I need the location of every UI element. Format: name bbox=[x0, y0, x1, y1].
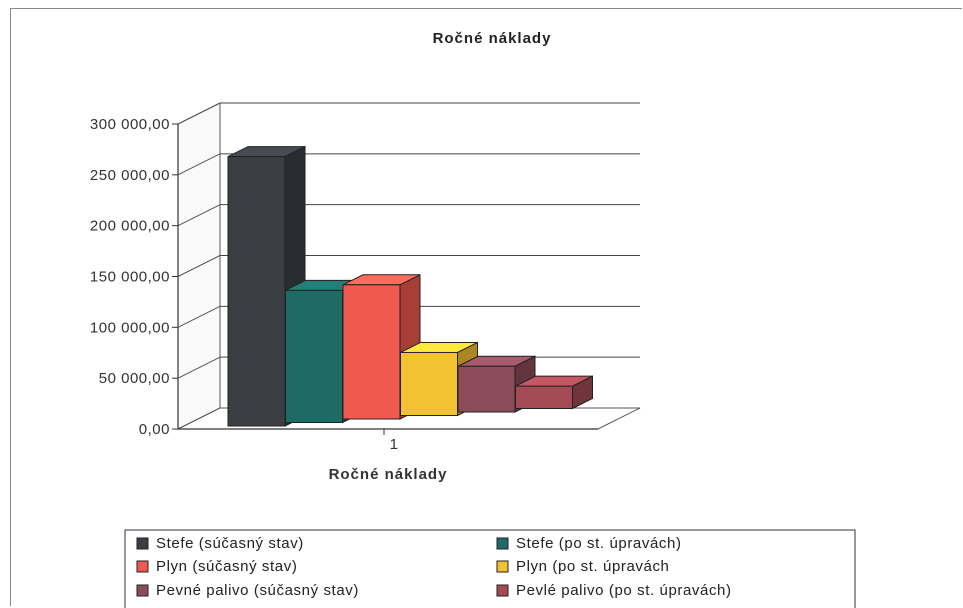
gridline-side bbox=[177, 102, 221, 125]
legend-swatch bbox=[136, 537, 149, 550]
legend-swatch bbox=[496, 537, 509, 550]
bars bbox=[227, 145, 593, 427]
y-axis-ticks: 0,00 50 000,00 100 000,00 150 000,00 200 000… bbox=[90, 116, 598, 438]
legend-item: Pevlé palivo (po st. úpravách) bbox=[496, 582, 732, 599]
legend-swatch bbox=[136, 560, 149, 573]
bar-front bbox=[515, 385, 573, 409]
gridline-side bbox=[177, 255, 221, 277]
legend: Stefe (súčasný stav) Stefe (po st. úpravá… bbox=[124, 529, 856, 608]
legend-swatch bbox=[496, 560, 509, 573]
chart-title: Ročné náklady bbox=[433, 30, 552, 47]
legend-box bbox=[124, 529, 856, 608]
y-tick-label: 300 000,00 bbox=[90, 116, 170, 133]
legend-label: Stefe (súčasný stav) bbox=[156, 535, 304, 552]
bar bbox=[515, 375, 593, 410]
y-tick-label: 100 000,00 bbox=[90, 319, 170, 336]
y-tick-label: 150 000,00 bbox=[90, 269, 170, 286]
legend-label: Pevlé palivo (po st. úpravách) bbox=[516, 582, 732, 599]
x-axis-ticks: 1 bbox=[383, 429, 399, 453]
legend-label: Plyn (po st. úpravách bbox=[516, 558, 670, 575]
legend-item: Pevné palivo (súčasný stav) bbox=[136, 582, 359, 599]
legend-item: Plyn (po st. úpravách bbox=[496, 558, 670, 575]
legend-label: Plyn (súčasný stav) bbox=[156, 558, 297, 575]
chart-frame bbox=[10, 8, 962, 606]
legend-swatch bbox=[496, 584, 509, 597]
y-tick-label: 0,00 bbox=[139, 421, 170, 438]
legend-label: Pevné palivo (súčasný stav) bbox=[156, 582, 359, 599]
bar-front bbox=[227, 156, 286, 427]
gridline-side bbox=[177, 305, 221, 328]
gridline-side bbox=[177, 204, 221, 227]
bar-front bbox=[285, 289, 343, 424]
legend-item: Stefe (súčasný stav) bbox=[136, 535, 304, 552]
x-axis-title: Ročné náklady bbox=[329, 466, 448, 483]
y-tick-label: 250 000,00 bbox=[90, 167, 170, 184]
bar-front bbox=[400, 351, 458, 417]
bar-front bbox=[342, 284, 401, 420]
legend-label: Stefe (po st. úpravách) bbox=[516, 535, 682, 552]
y-tick-label: 50 000,00 bbox=[99, 370, 170, 387]
bar bbox=[457, 355, 536, 413]
y-tick-label: 200 000,00 bbox=[90, 218, 170, 235]
bar-front bbox=[457, 365, 516, 413]
legend-item: Stefe (po st. úpravách) bbox=[496, 535, 682, 552]
legend-swatch bbox=[136, 584, 149, 597]
gridline-side bbox=[177, 153, 221, 176]
x-tick-label: 1 bbox=[390, 436, 399, 453]
legend-item: Plyn (súčasný stav) bbox=[136, 558, 297, 575]
gridline-side bbox=[177, 356, 221, 379]
